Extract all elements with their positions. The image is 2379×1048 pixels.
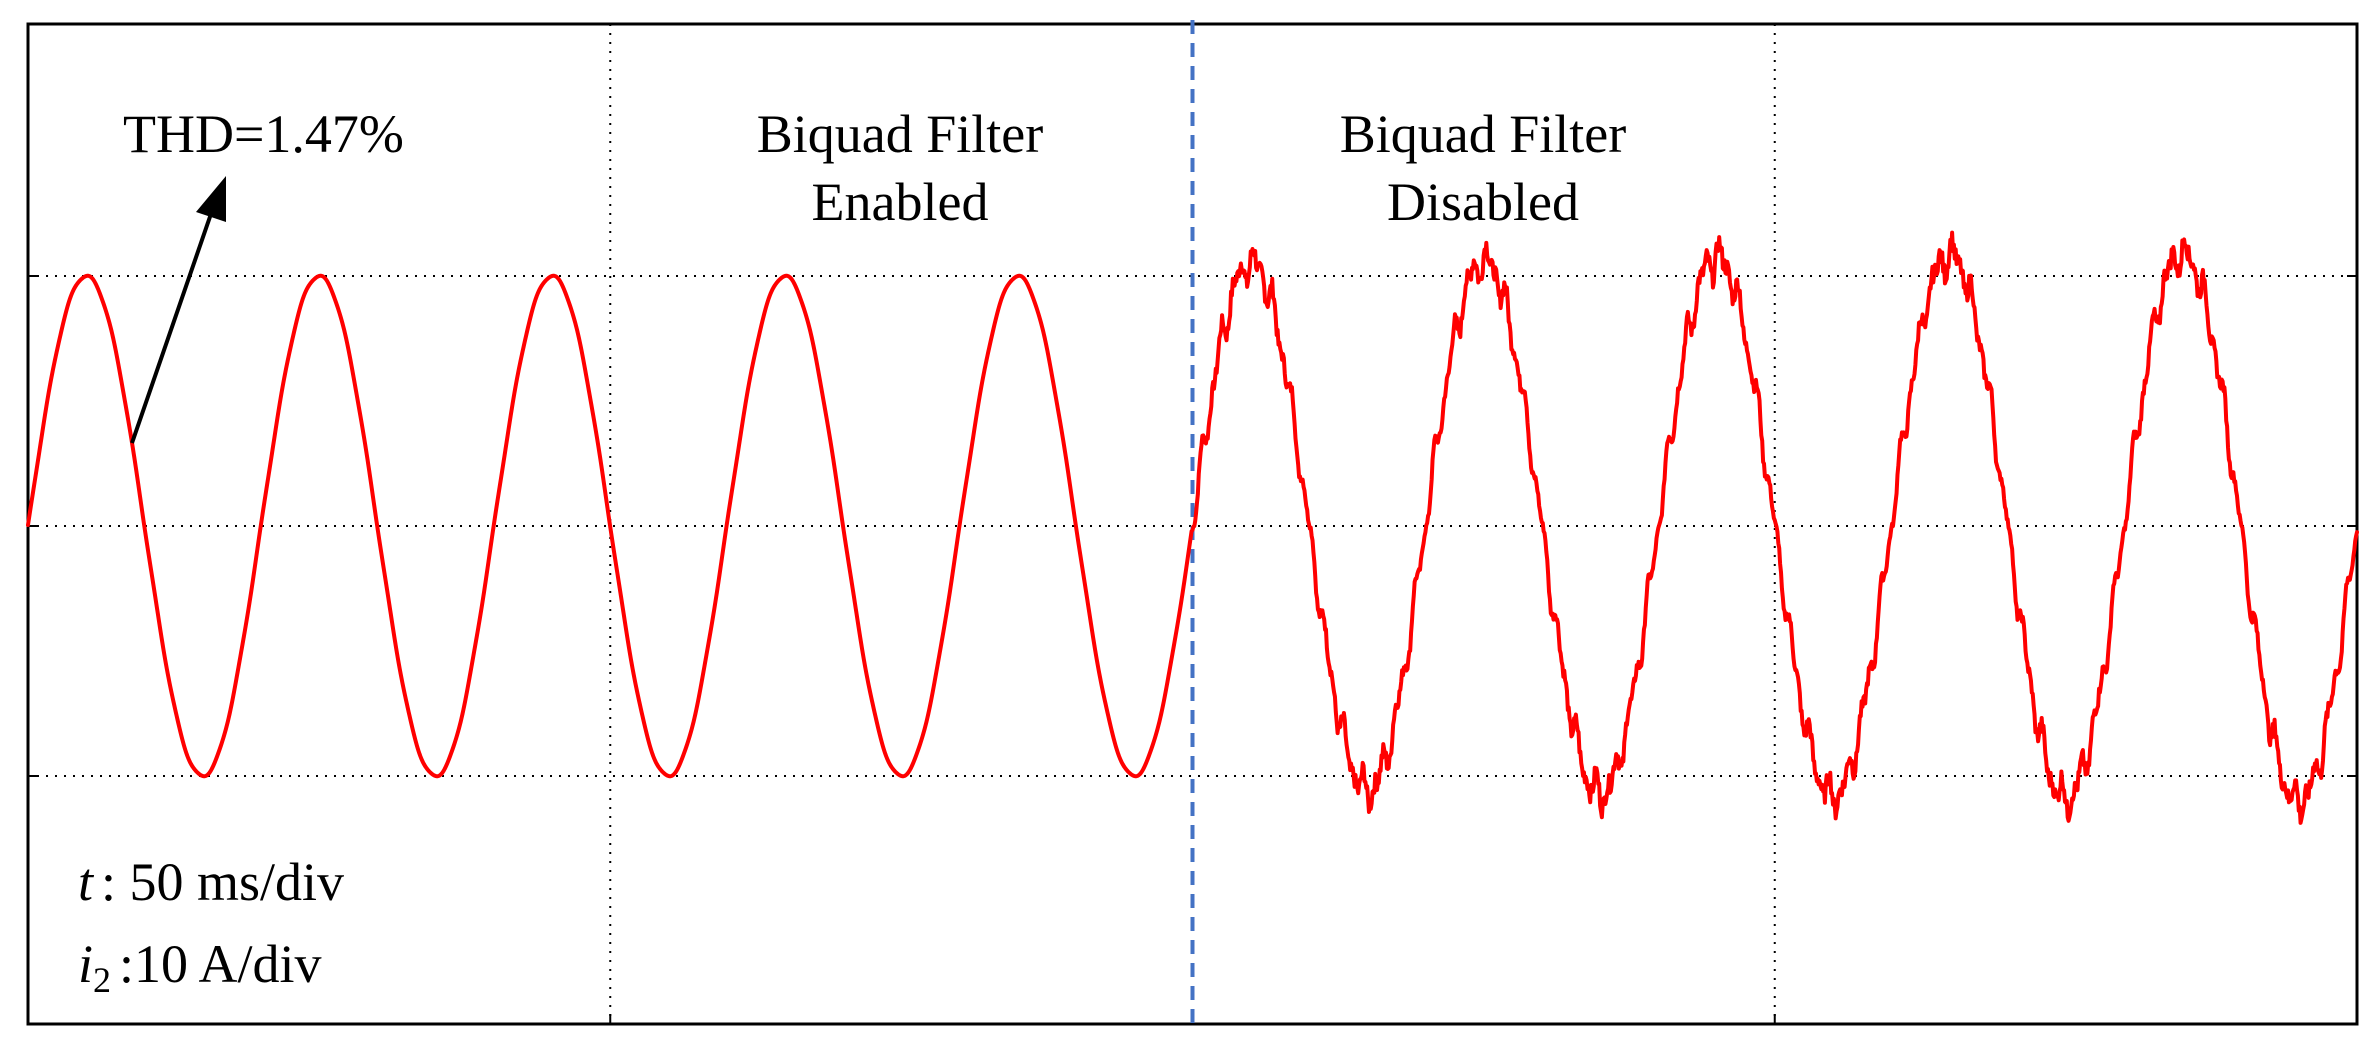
time-scale-label: t: 50 ms/div bbox=[78, 852, 344, 912]
grid-lines bbox=[28, 24, 2357, 1024]
current-scale-label: i2:10 A/div bbox=[78, 934, 322, 1000]
disabled-label-line1: Biquad Filter bbox=[1340, 104, 1626, 164]
thd-arrow-head bbox=[196, 176, 226, 222]
time-scale-value: : 50 ms/div bbox=[101, 852, 344, 912]
current-waveform-series bbox=[26, 230, 2359, 825]
enabled-label-line1: Biquad Filter bbox=[757, 104, 1043, 164]
enabled-label-line2: Enabled bbox=[812, 172, 989, 232]
current-variable: i bbox=[78, 934, 93, 994]
current-scale-value: :10 A/div bbox=[119, 934, 322, 994]
current-subscript: 2 bbox=[93, 960, 111, 1000]
time-variable: t bbox=[78, 852, 95, 912]
thd-label: THD=1.47% bbox=[123, 104, 404, 164]
thd-arrow bbox=[130, 207, 215, 444]
disabled-label-line2: Disabled bbox=[1387, 172, 1579, 232]
